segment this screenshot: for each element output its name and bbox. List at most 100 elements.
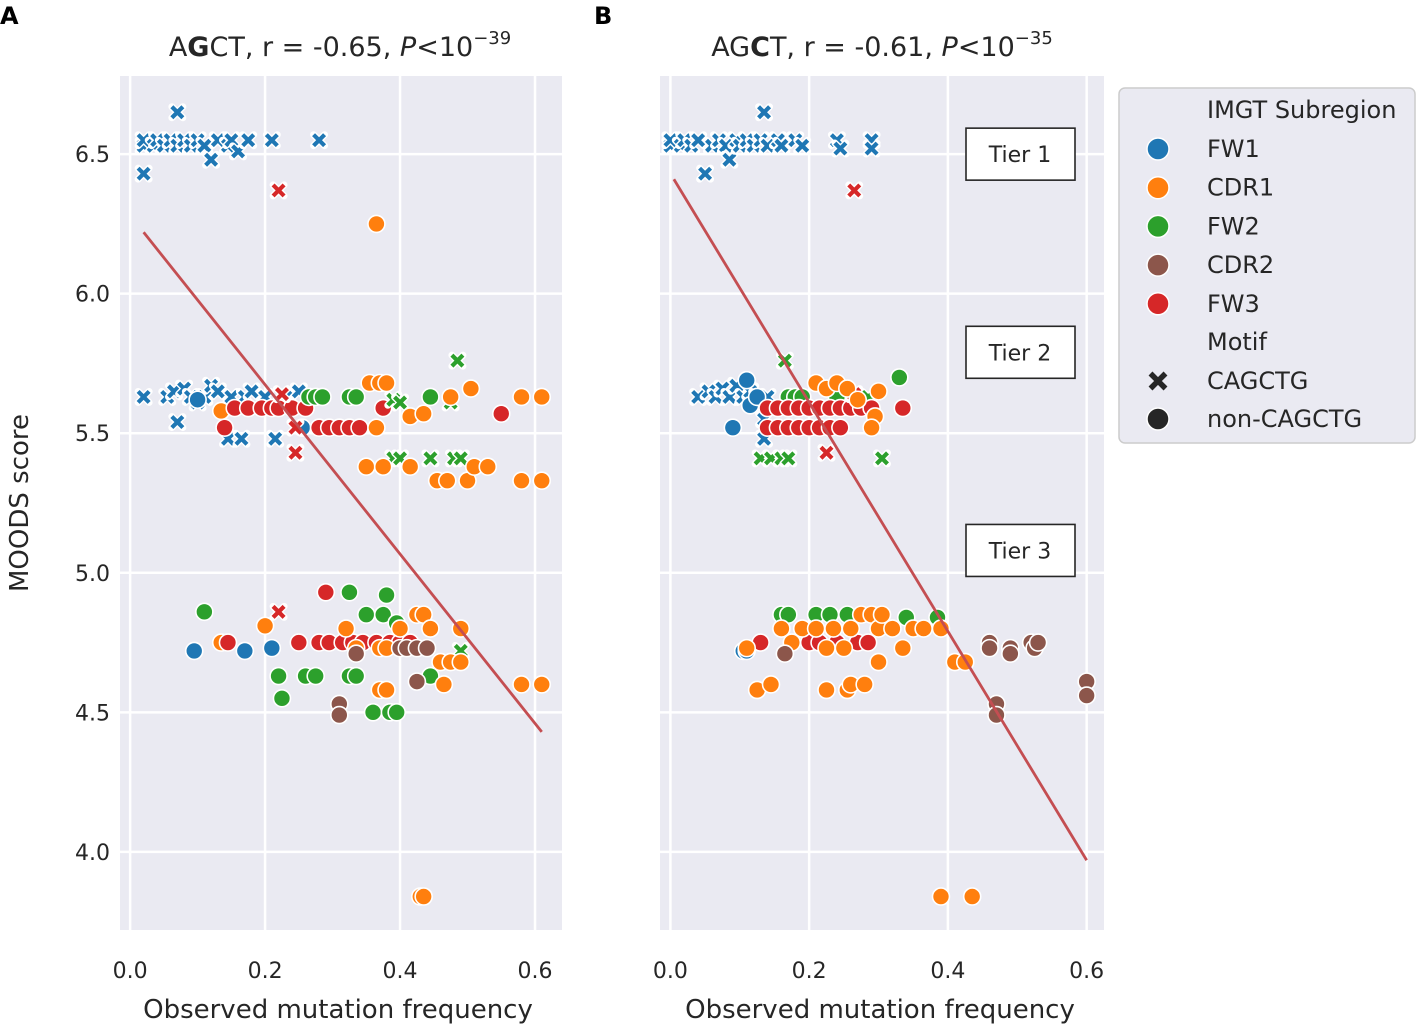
point-fw3-cagctg — [286, 418, 305, 437]
legend-marker-cdr2 — [1146, 253, 1170, 277]
point-fw1-non-cagctg — [737, 370, 757, 390]
panel-a-title-exp: −39 — [473, 28, 511, 49]
point-fw3-cagctg — [269, 181, 288, 200]
point-cdr1-non-cagctg — [437, 471, 457, 490]
legend-marker-fw2 — [1146, 214, 1170, 239]
panel-a-title-lt: <10 — [416, 32, 473, 63]
point-cdr2-non-cagctg — [980, 638, 999, 658]
point-fw3-non-cagctg — [215, 418, 234, 437]
point-fw1-cagctg — [208, 382, 227, 401]
panel-b-title-exp: −35 — [1015, 28, 1053, 49]
point-cdr1-non-cagctg — [761, 675, 781, 694]
tier-box — [965, 523, 1076, 578]
point-cdr2-non-cagctg — [1077, 686, 1096, 705]
panel-a-title-bold: G — [187, 32, 209, 63]
panel-b-points — [661, 103, 1096, 906]
point-cdr1-non-cagctg — [834, 638, 854, 658]
point-cdr1-non-cagctg — [817, 680, 836, 700]
point-fw3-cagctg — [272, 385, 291, 404]
point-fw2-cagctg — [421, 449, 440, 468]
legend-label-motif: CAGCTG — [1207, 367, 1308, 395]
point-fw2-non-cagctg — [377, 585, 396, 605]
point-fw2-non-cagctg — [340, 583, 359, 602]
panel-a-title: AGCT, r = -0.65, P<10−39 — [169, 28, 511, 63]
tier-box — [965, 127, 1076, 181]
point-fw2-non-cagctg — [195, 602, 214, 622]
x-tick-label: 0.6 — [518, 959, 553, 984]
point-cdr1-non-cagctg — [883, 619, 902, 638]
point-cdr1-non-cagctg — [869, 652, 888, 672]
point-fw3-non-cagctg — [831, 418, 850, 437]
y-tick-label: 4.0 — [75, 841, 110, 866]
point-cdr1-non-cagctg — [869, 382, 888, 401]
panel-b-tier-boxes: Tier 1 Tier 2 Tier 3 — [965, 127, 1076, 578]
point-fw2-non-cagctg — [306, 666, 325, 686]
x-tick-label: 0.2 — [792, 959, 827, 984]
panel-b-title-bold: C — [750, 32, 770, 63]
tier-label: Tier 3 — [988, 539, 1051, 564]
point-cdr1-non-cagctg — [872, 605, 892, 624]
point-cdr1-non-cagctg — [478, 457, 498, 477]
point-fw1-cagctg — [232, 429, 251, 448]
point-cdr1-non-cagctg — [532, 471, 552, 490]
point-fw3-cagctg — [845, 181, 864, 200]
point-cdr1-non-cagctg — [532, 675, 552, 694]
point-cdr1-non-cagctg — [962, 887, 982, 906]
panel-b-ticks: 0.0 0.2 0.4 0.6 — [653, 959, 1104, 984]
legend-label-fw1: FW1 — [1207, 135, 1260, 163]
legend-label-cdr1: CDR1 — [1207, 174, 1274, 202]
legend-marker-non-cagctg — [1146, 407, 1170, 431]
point-fw2-non-cagctg — [373, 605, 393, 624]
panel-b-title-post: T, r = -0.61, — [769, 32, 942, 63]
point-cdr1-non-cagctg — [441, 387, 460, 407]
point-fw1-non-cagctg — [184, 641, 204, 661]
point-cdr1-non-cagctg — [862, 418, 881, 437]
panel-b-letter: B — [594, 2, 612, 30]
point-cdr2-non-cagctg — [346, 644, 366, 664]
point-cdr1-non-cagctg — [461, 379, 481, 398]
y-tick-label: 6.5 — [75, 143, 110, 168]
panel-a-points — [134, 103, 552, 906]
point-fw3-cagctg — [286, 443, 305, 462]
point-fw1-cagctg — [168, 413, 187, 432]
point-fw2-non-cagctg — [421, 387, 440, 407]
legend-marker-cdr1 — [1146, 175, 1170, 200]
point-cdr2-non-cagctg — [1028, 633, 1048, 652]
point-fw1-cagctg — [793, 136, 812, 155]
point-cdr2-non-cagctg — [330, 705, 349, 725]
panel-b-xlabel: Observed mutation frequency — [685, 995, 1075, 1025]
point-cdr1-non-cagctg — [434, 675, 454, 694]
point-fw3-non-cagctg — [491, 404, 511, 423]
point-fw2-non-cagctg — [357, 605, 376, 624]
tier-box — [965, 325, 1076, 380]
point-fw2-non-cagctg — [272, 689, 292, 708]
point-fw1-cagctg — [755, 103, 774, 122]
point-fw3-cagctg — [817, 443, 836, 462]
point-fw1-cagctg — [720, 150, 739, 169]
point-cdr1-non-cagctg — [841, 619, 861, 638]
point-fw3-non-cagctg — [316, 583, 336, 602]
panel-b-grid — [660, 76, 1104, 930]
point-fw1-cagctg — [202, 150, 221, 169]
point-cdr1-non-cagctg — [532, 387, 552, 407]
point-fw1-cagctg — [862, 139, 881, 158]
point-cdr2-non-cagctg — [775, 644, 795, 664]
panel-a-xlabel: Observed mutation frequency — [143, 995, 533, 1025]
legend-label-motif: non-CAGCTG — [1207, 405, 1362, 433]
point-fw1-non-cagctg — [262, 638, 282, 658]
legend-label-fw3: FW3 — [1207, 290, 1260, 318]
point-fw1-cagctg — [266, 429, 285, 448]
point-cdr1-non-cagctg — [512, 471, 531, 490]
panel-a-plot-area — [120, 76, 562, 930]
point-fw2-non-cagctg — [346, 387, 366, 407]
panel-b-regression-line — [672, 178, 1088, 861]
panel-a-letter: A — [0, 2, 19, 30]
point-cdr1-non-cagctg — [737, 638, 757, 658]
x-tick-label: 0.4 — [930, 959, 965, 984]
point-cdr1-non-cagctg — [806, 619, 826, 638]
point-fw2-non-cagctg — [890, 368, 909, 387]
point-fw1-non-cagctg — [188, 390, 207, 410]
x-tick-label: 0.6 — [1069, 959, 1104, 984]
point-cdr1-non-cagctg — [373, 457, 393, 477]
legend-marker-cagctg — [1148, 371, 1168, 391]
